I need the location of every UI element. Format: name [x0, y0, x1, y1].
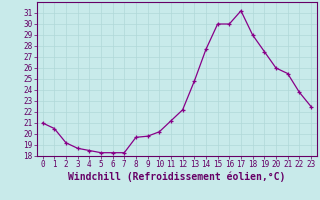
X-axis label: Windchill (Refroidissement éolien,°C): Windchill (Refroidissement éolien,°C): [68, 172, 285, 182]
